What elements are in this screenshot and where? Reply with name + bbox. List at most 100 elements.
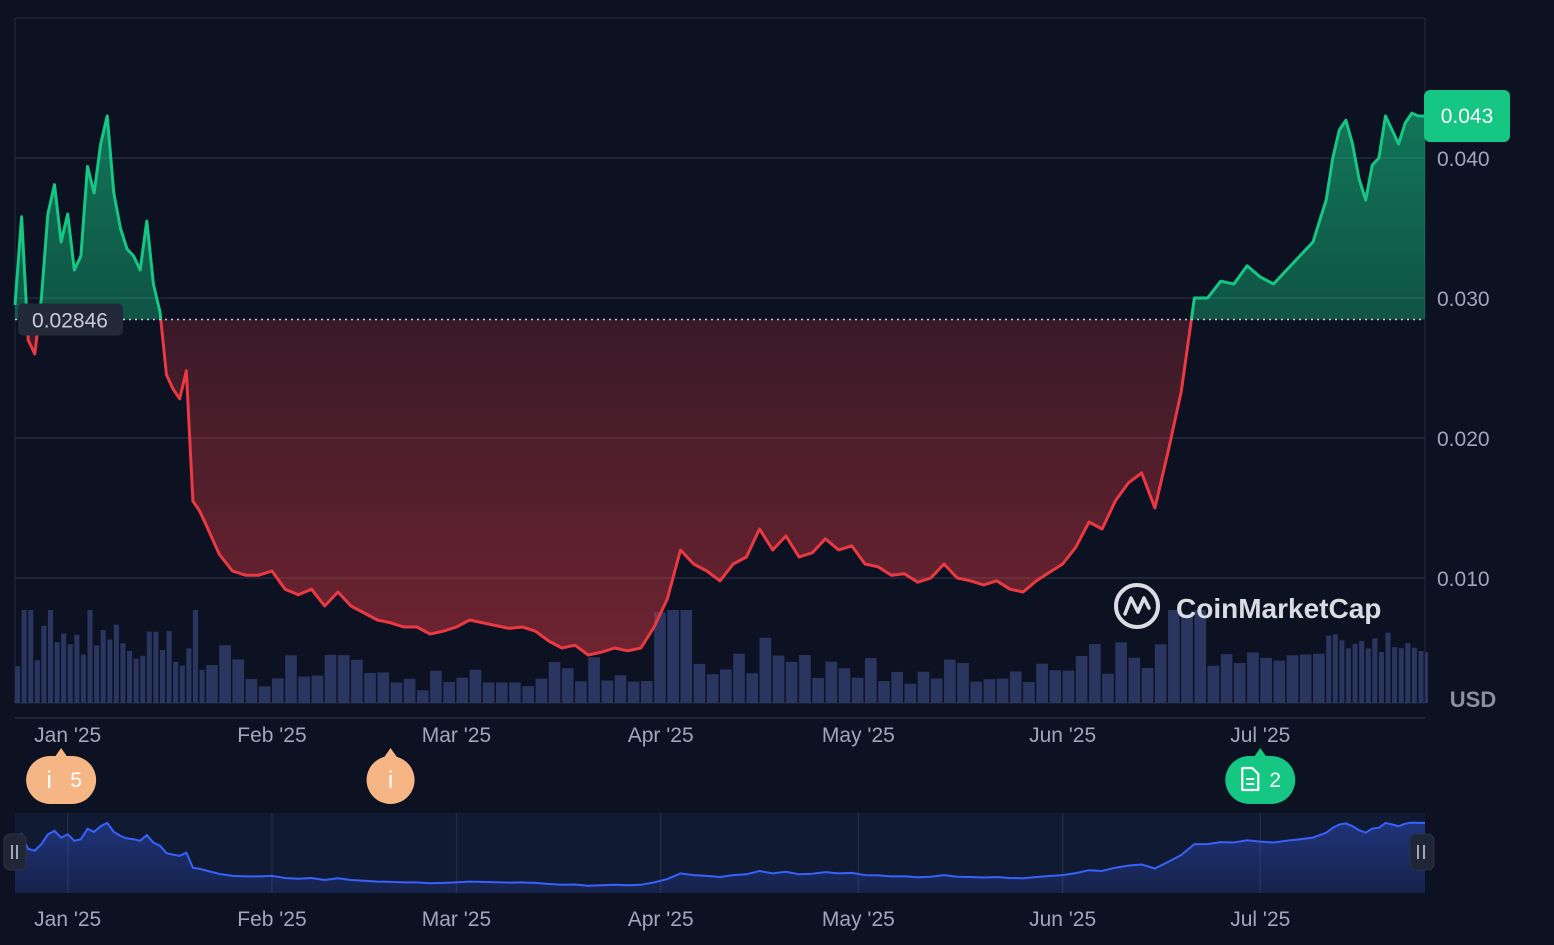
navigator-right-handle[interactable]: [1409, 833, 1435, 871]
volume-bar: [1326, 635, 1332, 703]
volume-bar: [1154, 644, 1167, 703]
volume-bar: [1352, 643, 1358, 703]
volume-bar: [146, 631, 152, 703]
event-badge[interactable]: [1225, 756, 1296, 804]
volume-bar: [891, 671, 903, 703]
info-event-marker[interactable]: i: [366, 748, 415, 804]
volume-bar: [1398, 648, 1404, 703]
volume-bar: [614, 675, 627, 703]
volume-bar: [1220, 654, 1233, 703]
volume-bar: [219, 645, 231, 703]
volume-bar: [199, 669, 205, 703]
volume-bar: [930, 678, 943, 703]
volume-bar: [1036, 663, 1048, 703]
volume-bar: [680, 610, 693, 703]
event-badge[interactable]: [26, 756, 97, 804]
navigator-x-tick-label: Jan '25: [34, 908, 101, 931]
currency-label: USD: [1450, 687, 1496, 712]
volume-bar: [1023, 681, 1035, 703]
volume-bar: [575, 681, 587, 703]
volume-bar: [1181, 613, 1193, 703]
volume-bar: [627, 681, 640, 703]
navigator-x-tick-label: Feb '25: [237, 908, 306, 931]
price-line-up: [13, 111, 1425, 320]
volume-bar: [186, 648, 192, 703]
range-navigator[interactable]: [3, 813, 1435, 893]
volume-bar: [1392, 647, 1398, 703]
volume-bar: [1385, 632, 1391, 703]
volume-bar: [232, 659, 245, 703]
volume-bar: [759, 637, 772, 703]
volume-bar: [746, 673, 759, 703]
volume-bar: [120, 643, 126, 703]
volume-bar: [1194, 610, 1207, 703]
volume-bar: [851, 677, 864, 703]
volume-bar: [337, 655, 350, 703]
volume-bar: [1405, 643, 1411, 703]
volume-bar: [390, 682, 403, 703]
volume-bar: [133, 658, 139, 703]
volume-bar: [495, 682, 508, 703]
event-badge[interactable]: [366, 756, 415, 804]
volume-bar: [153, 631, 159, 703]
event-pointer: [54, 748, 69, 758]
volume-bar: [1312, 653, 1325, 703]
volume-bar: [1115, 642, 1128, 703]
volume-bar: [588, 657, 600, 703]
volume-bar: [21, 610, 27, 703]
volume-bar: [601, 680, 614, 703]
navigator-line: [14, 821, 1425, 887]
volume-bar: [271, 678, 284, 703]
navigator-x-tick-label: Mar '25: [422, 908, 491, 931]
volume-bar: [654, 612, 666, 703]
volume-bar: [377, 672, 390, 703]
volume-bar: [1299, 654, 1312, 703]
x-tick-label: Jul '25: [1230, 724, 1290, 747]
navigator-x-tick-label: Jun '25: [1029, 908, 1096, 931]
volume-bar: [1425, 652, 1428, 703]
volume-bar: [944, 659, 956, 703]
volume-bar: [864, 658, 877, 703]
area-below-baseline: [15, 319, 1425, 655]
cmc-logo-mark: [1123, 596, 1151, 616]
y-tick-label: 0.040: [1437, 148, 1490, 171]
volume-bar: [996, 678, 1009, 703]
volume-bar: [34, 660, 40, 703]
volume-bar: [166, 631, 172, 703]
event-count: 2: [1269, 769, 1281, 792]
volume-bar: [54, 642, 60, 703]
volume-bar: [192, 610, 198, 703]
navigator-x-axis: Jan '25 Feb '25 Mar '25 Apr '25 May '25 Jun '…: [34, 908, 1290, 931]
info-icon: i: [388, 767, 393, 794]
volume-bar: [1359, 641, 1365, 703]
navigator-x-tick-label: Apr '25: [628, 908, 694, 931]
volume-bar: [285, 655, 297, 703]
volume-bar: [298, 676, 310, 703]
volume-bar: [970, 681, 983, 703]
current-price-tag: 0.043: [1424, 90, 1510, 142]
volume-bar: [15, 666, 21, 703]
volume-bar: [772, 655, 785, 703]
baseline-tag: 0.02846: [18, 303, 123, 336]
volume-bar: [812, 677, 824, 703]
y-axis: 0.010 0.020 0.030 0.040: [1437, 148, 1490, 591]
navigator-left-handle[interactable]: [3, 833, 27, 871]
volume-bar: [838, 668, 851, 703]
news-event-marker[interactable]: 2: [1225, 748, 1296, 804]
volume-bar: [1411, 647, 1417, 703]
volume-bar: [957, 662, 969, 703]
volume-bar: [720, 669, 732, 703]
volume-bar: [1372, 638, 1378, 703]
y-tick-label: 0.030: [1437, 288, 1490, 311]
volume-bar: [509, 682, 521, 703]
event-pointer: [1253, 748, 1268, 758]
x-tick-label: Mar '25: [422, 724, 491, 747]
volume-bar: [41, 625, 47, 703]
navigator-x-tick-label: Jul '25: [1230, 908, 1290, 931]
volume-bar: [1365, 648, 1371, 703]
navigator-area: [15, 822, 1425, 893]
